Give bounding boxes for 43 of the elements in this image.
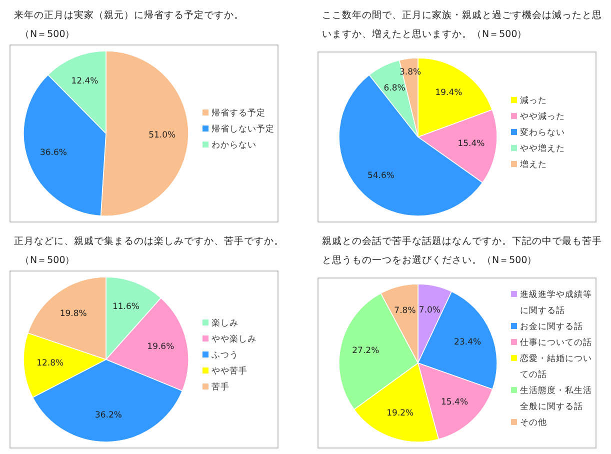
legend-label: 仕事についての話 (520, 337, 592, 348)
legend-label: 帰省する予定 (212, 108, 266, 118)
chart-title: 来年の正月は実家（親元）に帰省する予定ですか。 (14, 9, 244, 21)
legend-label: やや増えた (520, 143, 565, 154)
data-label: 19.6% (147, 342, 174, 352)
data-label: 19.4% (435, 88, 462, 98)
data-label: 7.8% (394, 306, 416, 316)
legend-label: やや苦手 (212, 366, 248, 376)
legend-label: 減った (520, 95, 547, 106)
legend-label: わからない (212, 140, 256, 150)
data-label: 19.2% (386, 408, 414, 419)
legend-label: 帰省しない予定 (212, 124, 274, 134)
chart-title: 正月などに、親戚で集まるのは楽しみですか、苦手ですか。 (14, 235, 284, 247)
legend-label: お金に関する話 (520, 321, 583, 332)
chart-subtitle: （N＝500） (20, 255, 76, 266)
data-label: 36.6% (40, 148, 67, 158)
legend-label: やや減った (520, 111, 565, 122)
data-label: 23.4% (454, 337, 482, 348)
chart-subtitle: （N＝500） (20, 29, 76, 40)
legend-label: 苦手 (212, 382, 230, 392)
legend-label: 増えた (519, 159, 547, 170)
data-label: 54.6% (367, 170, 394, 181)
data-label: 6.8% (384, 84, 406, 94)
legend-label: その他 (520, 417, 547, 428)
chart-title: ここ数年の間で、正月に家族・親戚と過ごす機会は減ったと思いますか、増えたと思いますか。（N＝500） (322, 9, 602, 40)
data-label: 7.0% (418, 306, 441, 316)
data-label: 11.6% (112, 302, 140, 312)
data-label: 12.4% (71, 76, 98, 87)
legend-label: やや楽しみ (212, 334, 256, 344)
legend-label: 生活態度・私生活全般に関する話 (520, 385, 592, 412)
legend-label: 恋愛・結婚についての話 (519, 353, 592, 380)
data-label: 15.4% (458, 139, 485, 150)
data-label: 27.2% (352, 346, 380, 356)
data-label: 12.8% (36, 358, 64, 369)
data-label: 36.2% (94, 410, 122, 421)
legend-label: ふつう (210, 350, 238, 360)
data-label: 19.8% (60, 308, 87, 319)
legend-label: 変わらない (520, 127, 565, 138)
legend-label: 楽しみ (212, 318, 238, 328)
chart-title: 親戚との会話で苦手な話題はなんですか。下記の中で最も苦手と思うもの一つをお選びください。（N＝500） (322, 235, 602, 266)
data-label: 51.0% (148, 130, 176, 140)
legend-label: 進級進学や成績等に関する話 (520, 289, 592, 316)
data-label: 15.4% (441, 397, 468, 408)
